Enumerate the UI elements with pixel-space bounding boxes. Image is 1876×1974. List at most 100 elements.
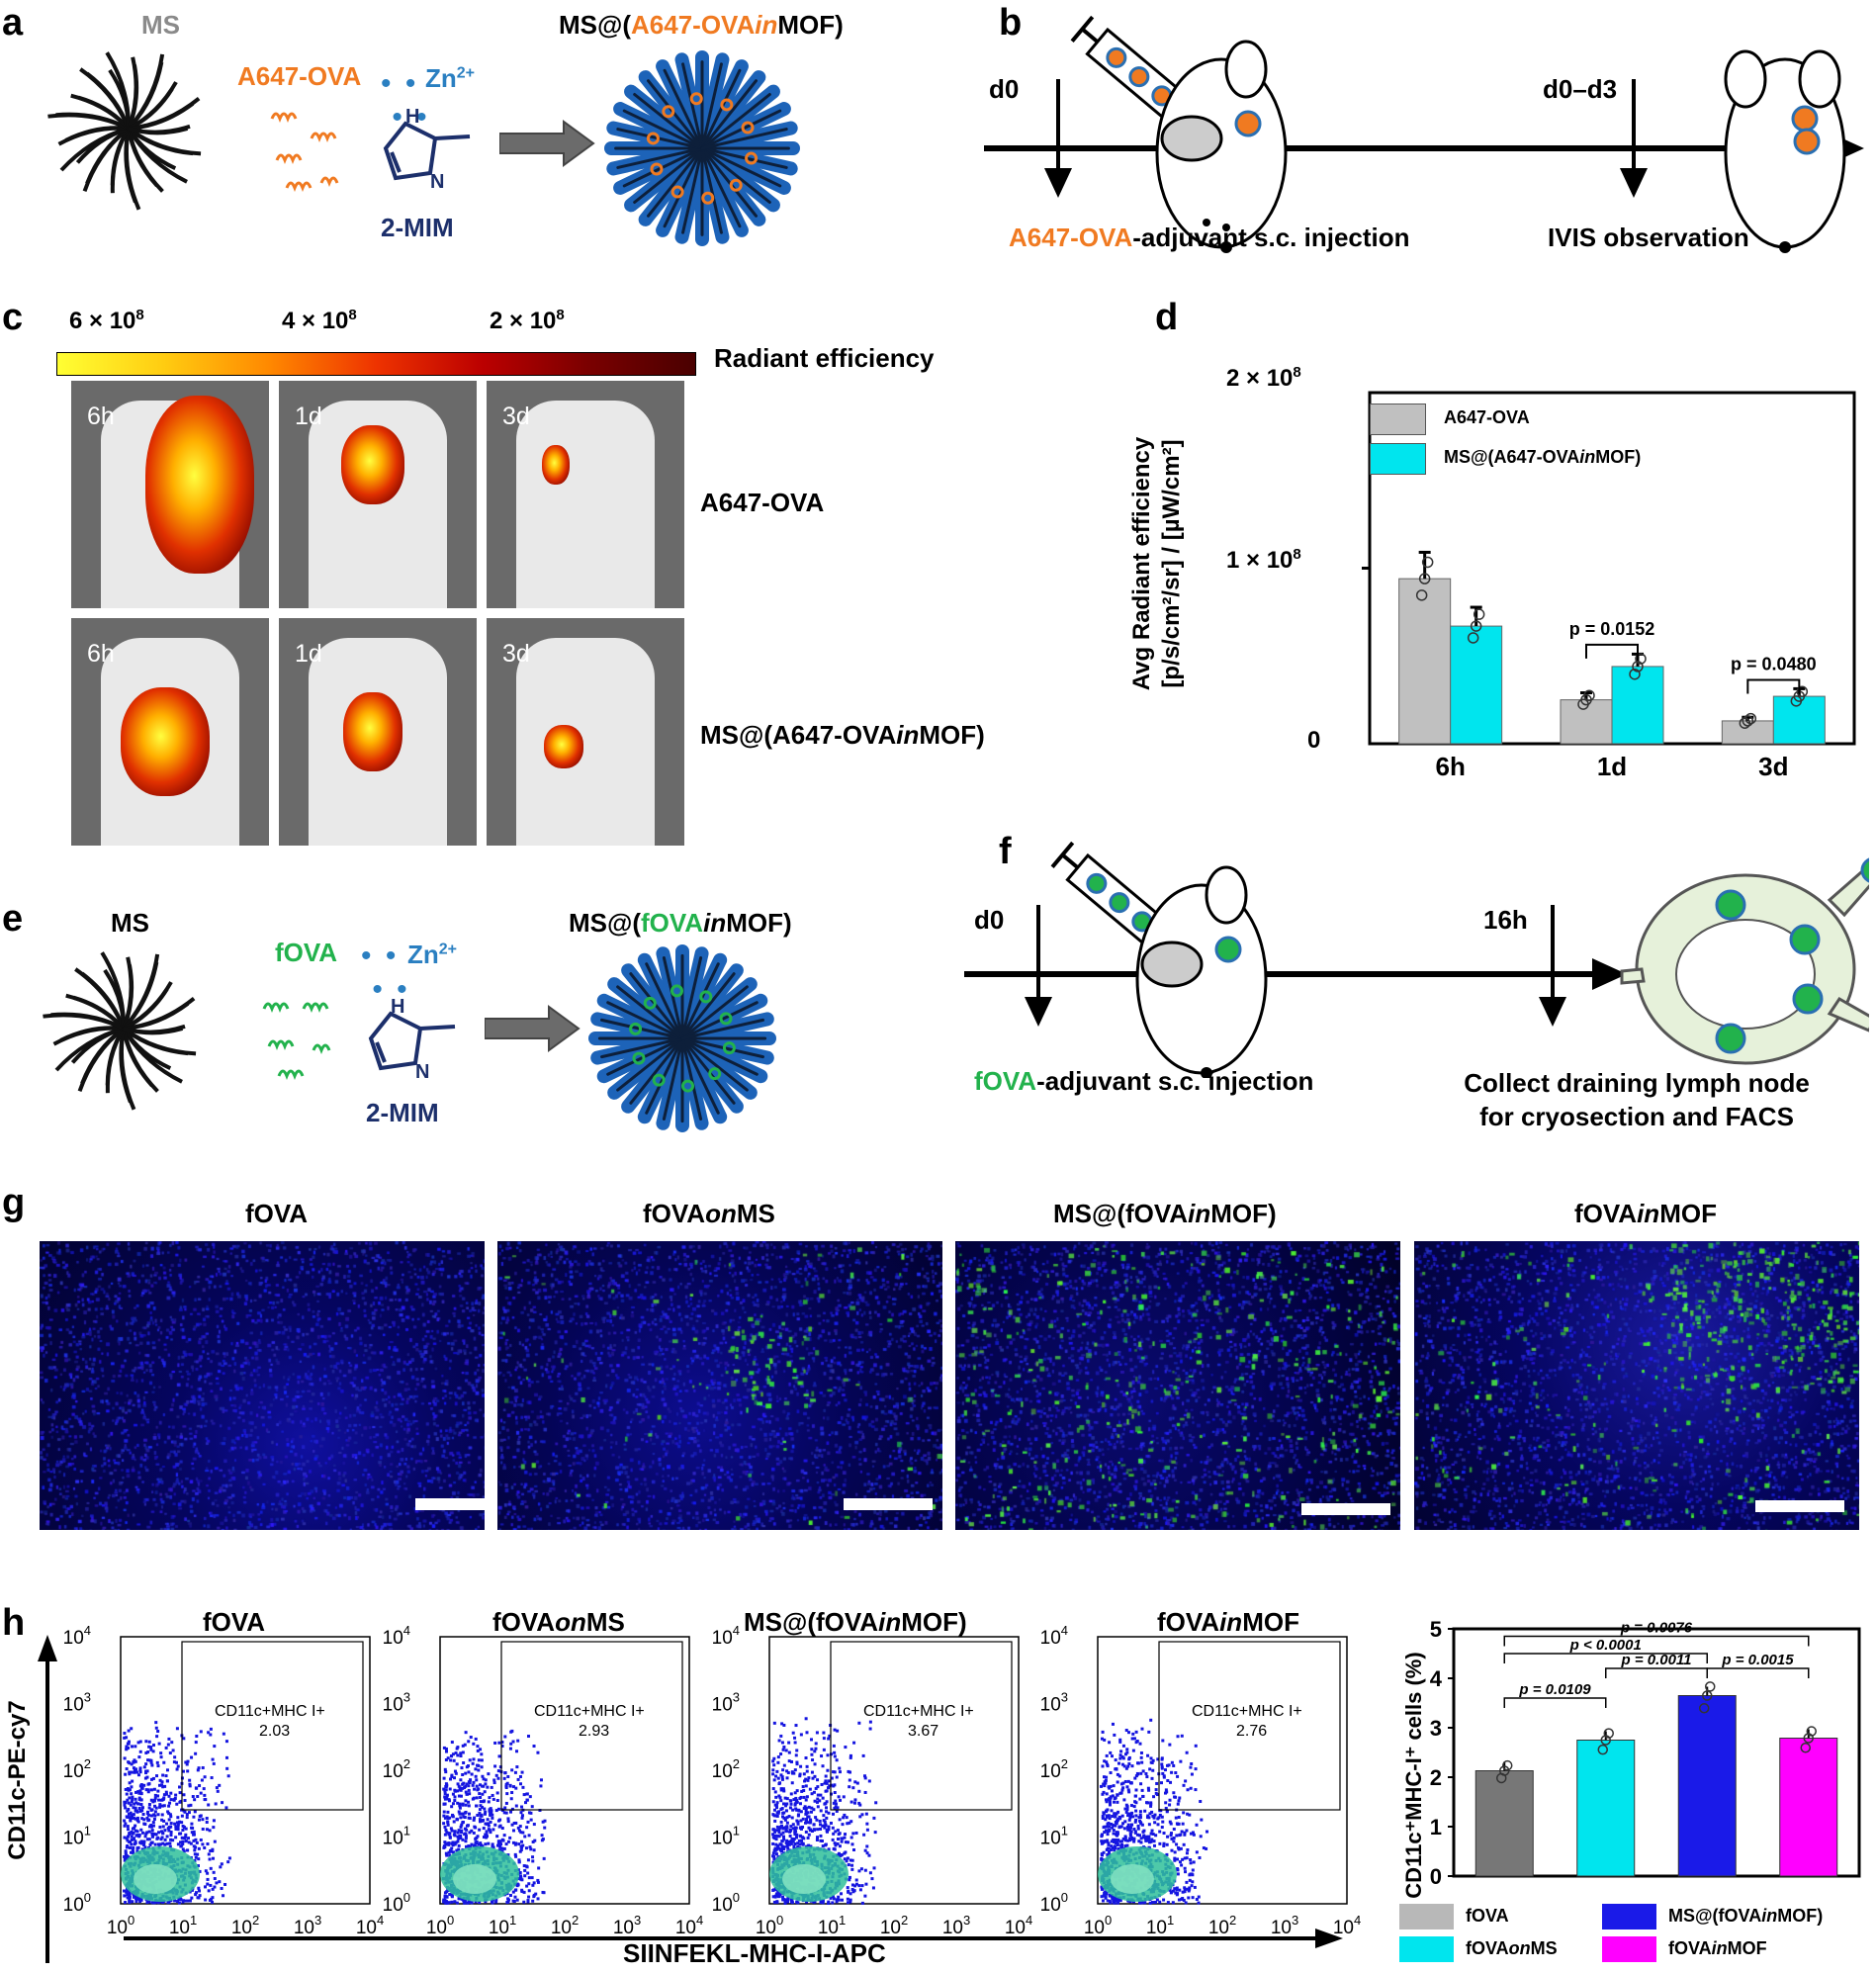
event-dot bbox=[1126, 1814, 1130, 1818]
event-dot bbox=[1160, 1757, 1164, 1761]
svg-text:N: N bbox=[430, 171, 444, 193]
event-dot bbox=[781, 1827, 785, 1831]
event-dot bbox=[125, 1745, 129, 1749]
event-dot bbox=[1116, 1819, 1119, 1823]
event-dot bbox=[513, 1842, 517, 1846]
event-dot bbox=[532, 1823, 536, 1827]
event-dot bbox=[799, 1826, 803, 1830]
event-dot bbox=[164, 1774, 168, 1778]
event-dot bbox=[823, 1820, 827, 1824]
event-dot bbox=[1108, 1829, 1112, 1833]
event-dot bbox=[1155, 1898, 1159, 1902]
event-dot bbox=[1117, 1901, 1120, 1905]
event-dot bbox=[787, 1842, 791, 1846]
event-dot bbox=[469, 1845, 473, 1849]
zn-label-a: Zn2+ bbox=[425, 63, 476, 93]
event-dot bbox=[455, 1901, 459, 1905]
event-dot bbox=[511, 1829, 515, 1833]
event-dot bbox=[448, 1893, 452, 1897]
protein-label-a: A647-OVA bbox=[237, 61, 362, 91]
event-dot bbox=[149, 1746, 153, 1750]
data-point bbox=[1470, 620, 1482, 632]
event-dot bbox=[468, 1758, 472, 1762]
event-dot bbox=[162, 1796, 166, 1800]
event-dot bbox=[525, 1884, 529, 1888]
event-dot bbox=[476, 1749, 480, 1752]
event-dot bbox=[448, 1787, 452, 1791]
event-dot bbox=[1134, 1788, 1138, 1792]
event-dot bbox=[837, 1833, 841, 1837]
event-dot bbox=[177, 1901, 181, 1905]
event-dot bbox=[1126, 1839, 1130, 1842]
event-dot bbox=[1186, 1848, 1190, 1852]
event-dot bbox=[132, 1831, 135, 1835]
event-dot bbox=[1138, 1813, 1142, 1817]
event-dot bbox=[125, 1767, 129, 1771]
event-dot bbox=[222, 1732, 225, 1736]
ivis-image: 3d bbox=[487, 381, 684, 608]
event-dot bbox=[837, 1795, 841, 1799]
event-dot bbox=[126, 1742, 130, 1746]
event-dot bbox=[450, 1773, 454, 1777]
event-dot bbox=[804, 1777, 808, 1781]
event-dot bbox=[832, 1801, 836, 1805]
event-dot bbox=[149, 1777, 153, 1781]
event-dot bbox=[514, 1821, 518, 1825]
event-dot bbox=[1130, 1836, 1134, 1839]
event-dot bbox=[1149, 1802, 1153, 1806]
event-dot bbox=[459, 1825, 463, 1829]
event-dot bbox=[814, 1747, 818, 1750]
event-dot bbox=[495, 1843, 499, 1847]
event-dot bbox=[1105, 1760, 1109, 1764]
event-dot bbox=[460, 1812, 464, 1816]
event-dot bbox=[160, 1780, 164, 1784]
event-dot bbox=[522, 1793, 526, 1797]
event-dot bbox=[459, 1837, 463, 1840]
event-dot bbox=[1115, 1899, 1118, 1903]
event-dot bbox=[1132, 1838, 1136, 1841]
event-dot bbox=[821, 1764, 825, 1768]
event-dot bbox=[130, 1785, 134, 1789]
event-dot bbox=[794, 1801, 798, 1805]
event-dot bbox=[1127, 1812, 1131, 1816]
event-dot bbox=[1117, 1761, 1120, 1765]
event-dot bbox=[1108, 1799, 1112, 1803]
event-dot bbox=[182, 1809, 186, 1813]
event-dot bbox=[1128, 1834, 1132, 1838]
event-dot bbox=[804, 1717, 808, 1721]
event-dot bbox=[1111, 1826, 1115, 1830]
event-dot bbox=[827, 1737, 831, 1741]
event-dot bbox=[1165, 1842, 1169, 1846]
event-dot bbox=[146, 1813, 150, 1817]
event-dot bbox=[1195, 1850, 1199, 1854]
event-dot bbox=[134, 1824, 137, 1828]
event-dot bbox=[444, 1747, 448, 1750]
event-dot bbox=[1106, 1839, 1110, 1842]
event-dot bbox=[1102, 1850, 1106, 1854]
event-dot bbox=[777, 1829, 781, 1833]
event-dot bbox=[857, 1884, 861, 1888]
data-point bbox=[1421, 556, 1434, 569]
event-dot bbox=[506, 1898, 510, 1902]
event-dot bbox=[536, 1897, 540, 1901]
event-dot bbox=[151, 1821, 155, 1825]
event-dot bbox=[1123, 1752, 1127, 1756]
event-dot bbox=[810, 1806, 814, 1810]
event-dot bbox=[525, 1798, 529, 1802]
event-dot bbox=[778, 1848, 782, 1852]
event-dot bbox=[130, 1770, 134, 1774]
event-dot bbox=[791, 1827, 795, 1831]
event-dot bbox=[825, 1830, 829, 1834]
event-dot bbox=[853, 1780, 857, 1784]
event-dot bbox=[165, 1835, 169, 1839]
event-dot bbox=[176, 1900, 180, 1904]
event-dot bbox=[1197, 1895, 1201, 1899]
event-dot bbox=[461, 1772, 465, 1776]
event-dot bbox=[182, 1737, 186, 1741]
x-tick-label: 103 bbox=[294, 1913, 321, 1938]
event-dot bbox=[132, 1837, 135, 1840]
event-dot bbox=[1126, 1788, 1130, 1792]
event-dot bbox=[831, 1826, 835, 1830]
event-dot bbox=[506, 1839, 510, 1843]
event-dot bbox=[780, 1815, 784, 1819]
